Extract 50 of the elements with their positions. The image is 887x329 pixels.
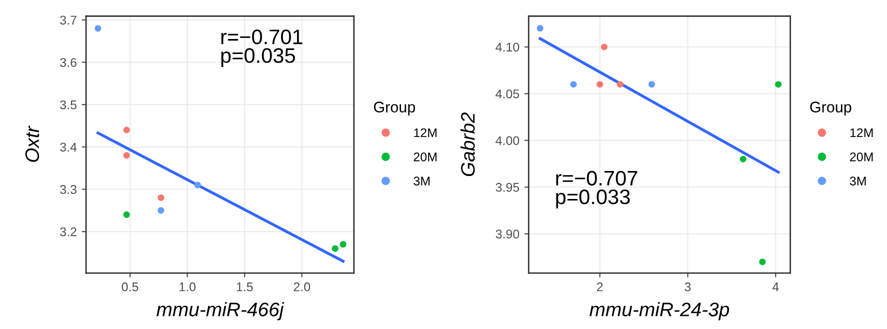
- y-tick-label: 3.95: [496, 182, 520, 192]
- x-axis-title: mmu-miR-24-3p: [590, 302, 730, 320]
- legend-title: Group: [374, 102, 416, 116]
- point: [94, 25, 102, 32]
- point: [123, 211, 130, 218]
- x-tick-label: 4: [772, 282, 779, 292]
- point: [648, 81, 655, 88]
- annotation: r=−0.707 p=0.033: [556, 170, 638, 208]
- y-tick-label: 3.90: [496, 230, 520, 238]
- y-axis-title: Oxtr: [25, 126, 40, 162]
- point: [123, 152, 130, 159]
- legend-label: 3M: [414, 176, 430, 186]
- y-tick-label: 3.7: [60, 16, 76, 25]
- point: [194, 182, 201, 188]
- y-tick-label: 4.05: [496, 89, 520, 98]
- point: [600, 44, 608, 50]
- y-tick-label: 3.4: [60, 142, 77, 152]
- y-tick-label: 4.10: [496, 42, 520, 52]
- y-tick-label: 3.6: [60, 58, 76, 67]
- point: [616, 81, 624, 88]
- y-axis-title: Gabrb2: [460, 112, 475, 176]
- point: [759, 258, 766, 266]
- x-tick-label: 1.5: [236, 282, 253, 292]
- x-tick-label: 2.0: [294, 282, 310, 292]
- legend-label: 20M: [414, 152, 436, 162]
- annotation: r=−0.701 p=0.035: [221, 30, 302, 68]
- point: [158, 194, 164, 201]
- y-tick-label: 3.2: [60, 227, 76, 236]
- legend-label: 12M: [850, 128, 873, 138]
- point: [775, 81, 782, 88]
- y-tick-label: 4.00: [496, 136, 520, 146]
- x-tick-label: 3: [684, 282, 691, 292]
- y-tick-label: 3.5: [60, 100, 76, 110]
- point: [123, 126, 130, 134]
- x-tick-label: 1.0: [180, 282, 196, 292]
- point: [340, 241, 346, 248]
- point: [536, 25, 544, 32]
- x-tick-label: 0.5: [122, 282, 138, 292]
- point: [332, 245, 338, 252]
- point: [570, 81, 577, 88]
- legend-title: Group: [810, 102, 852, 116]
- x-tick-label: 2: [597, 282, 603, 292]
- x-axis-title: mmu-miR-466j: [156, 302, 284, 320]
- legend-label: 3M: [850, 176, 866, 186]
- point: [596, 81, 604, 88]
- point: [158, 207, 164, 214]
- point: [740, 156, 746, 162]
- legend-label: 20M: [850, 152, 873, 162]
- legend-label: 12M: [414, 128, 436, 138]
- y-tick-label: 3.3: [60, 185, 76, 194]
